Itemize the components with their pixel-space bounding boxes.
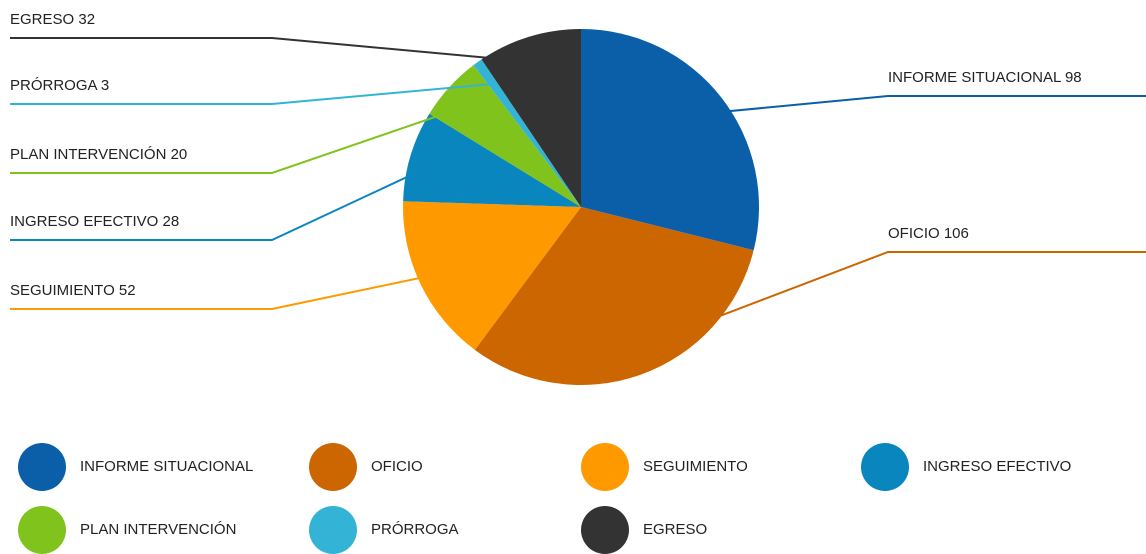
leader-line [10,82,494,105]
legend-label: OFICIO [371,458,423,475]
legend-swatch [581,506,629,554]
legend-swatch [309,443,357,491]
leader-line [10,271,445,310]
pie-slice [403,113,581,207]
legend-label: INGRESO EFECTIVO [923,458,1071,475]
pie-slice [403,201,581,350]
pie-slice [474,207,754,386]
leader-line [700,95,1146,115]
legend-swatch [18,506,66,554]
pie-slice [473,59,581,207]
legend-swatch [861,443,909,491]
data-label: PLAN INTERVENCIÓN 20 [10,146,187,163]
legend-label: PLAN INTERVENCIÓN [80,521,236,538]
data-label: PRÓRROGA 3 [10,77,109,94]
leader-line [631,251,1146,351]
legend-label: SEGUIMIENTO [643,458,748,475]
pie-slice [581,29,759,251]
leader-line [10,37,537,64]
legend-label: PRÓRROGA [371,521,459,538]
legend-label: EGRESO [643,521,707,538]
pie-slice [429,65,581,207]
pie-slice [481,29,581,207]
leader-line [10,104,470,174]
legend-swatch [309,506,357,554]
data-label: SEGUIMIENTO 52 [10,282,136,299]
legend-swatch [581,443,629,491]
legend-swatch [18,443,66,491]
data-label: INGRESO EFECTIVO 28 [10,213,179,230]
leader-line [10,162,437,241]
data-label: EGRESO 32 [10,11,95,28]
data-label: INFORME SITUACIONAL 98 [888,69,1082,86]
data-label: OFICIO 106 [888,225,969,242]
legend-label: INFORME SITUACIONAL [80,458,253,475]
